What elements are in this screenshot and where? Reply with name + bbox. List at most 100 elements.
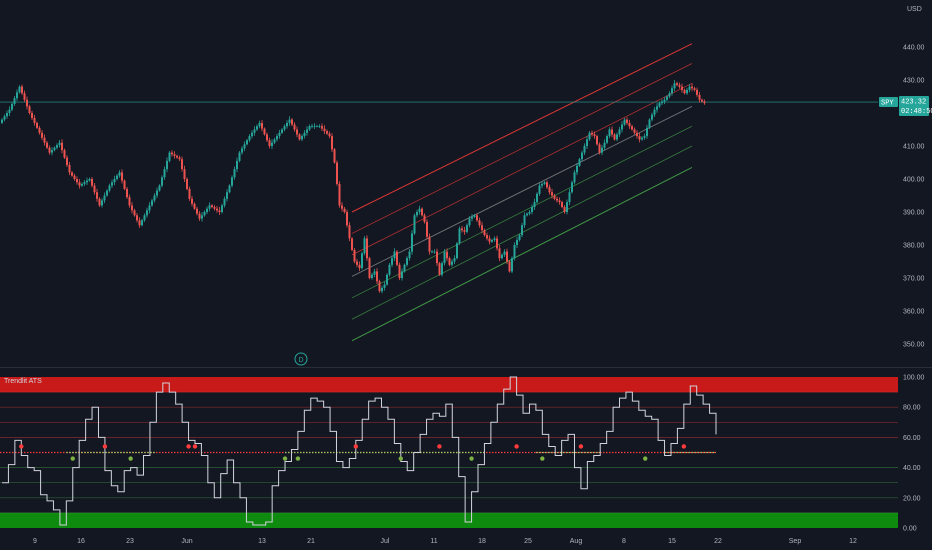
candle-body: [13, 98, 16, 104]
candle-body: [286, 122, 288, 127]
candle-body: [293, 124, 296, 130]
candle-body: [523, 215, 526, 226]
candle-body: [63, 150, 66, 158]
oscillator-tick-label: 100.00: [903, 375, 925, 382]
candle-body: [83, 182, 86, 184]
candle-body: [448, 258, 451, 265]
candle-body: [491, 240, 493, 242]
buy-signal-dot: [540, 456, 545, 461]
candle-body: [231, 177, 233, 186]
candle-body: [51, 150, 53, 153]
price-tick-label: 360.00: [903, 309, 925, 316]
candle-body: [571, 182, 573, 193]
candle-body: [176, 155, 178, 158]
candle-body: [573, 172, 576, 183]
candle-body: [398, 264, 401, 278]
candle-body: [18, 86, 21, 93]
candle-body: [451, 261, 453, 265]
candle-body: [58, 142, 61, 146]
candle-body: [553, 195, 556, 199]
candle-body: [561, 202, 563, 208]
candle-body: [178, 157, 181, 160]
candle-body: [241, 148, 243, 153]
candle-body: [638, 136, 641, 140]
candle-body: [43, 137, 46, 143]
candle-body: [496, 238, 498, 249]
candle-body: [278, 132, 281, 137]
candle-body: [181, 159, 183, 170]
candle-body: [591, 132, 593, 135]
price-tick-label: 430.00: [903, 78, 925, 85]
time-tick-label: 22: [714, 538, 722, 545]
candle-body: [441, 263, 443, 275]
candle-body: [193, 203, 196, 209]
candle-body: [311, 126, 313, 127]
oscillator-line: [2, 376, 717, 526]
time-tick-label: Jul: [381, 538, 390, 545]
candle-body: [161, 177, 163, 186]
candle-body: [46, 142, 48, 148]
candle-body: [261, 122, 263, 129]
candle-body: [348, 225, 351, 239]
candle-body: [371, 274, 373, 278]
candle-body: [323, 128, 326, 132]
candle-body: [641, 137, 643, 140]
time-tick-label: 15: [668, 538, 676, 545]
candle-body: [388, 264, 391, 275]
candle-body: [498, 248, 501, 259]
candle-body: [528, 212, 531, 214]
candle-body: [213, 207, 216, 209]
oscillator-tick-label: 40.00: [903, 465, 921, 472]
time-tick-label: 12: [849, 538, 857, 545]
candle-body: [471, 216, 473, 219]
candle-body: [11, 103, 13, 110]
candle-body: [131, 205, 133, 211]
candle-body: [621, 124, 623, 130]
time-tick-label: 21: [307, 538, 315, 545]
channel-line: [351, 167, 693, 342]
time-tick-label: 23: [126, 538, 134, 545]
candle-body: [198, 213, 201, 219]
candle-body: [601, 147, 603, 153]
candle-body: [443, 251, 446, 264]
channel-line: [351, 63, 693, 234]
candle-body: [353, 249, 356, 262]
price-badge-symbol: SPY: [881, 100, 894, 108]
candle-body: [533, 202, 536, 208]
candle-body: [273, 139, 276, 143]
candle-body: [116, 175, 118, 179]
candle-body: [593, 134, 596, 137]
candle-body: [258, 122, 261, 127]
oscillator-signal-dots: [19, 444, 687, 461]
candle-body: [266, 134, 268, 141]
candle-body: [631, 126, 633, 130]
candle-body: [336, 162, 338, 184]
candle-body: [511, 258, 513, 272]
candle-body: [503, 251, 506, 255]
candle-body: [616, 134, 618, 140]
candle-body: [421, 208, 423, 216]
oscillator-tick-label: 80.00: [903, 405, 921, 412]
candle-body: [158, 185, 161, 191]
candle-body: [8, 109, 11, 113]
time-tick-label: 13: [258, 538, 266, 545]
candle-body: [566, 202, 568, 212]
buy-signal-dot: [282, 456, 288, 461]
candle-body: [138, 220, 141, 226]
candle-body: [558, 200, 561, 203]
dividend-marker[interactable]: D: [294, 352, 308, 366]
dividend-marker-label: D: [298, 357, 303, 364]
candle-body: [433, 251, 436, 253]
price-tick-label: 440.00: [903, 45, 925, 52]
candle-body: [53, 147, 56, 151]
candle-body: [598, 144, 601, 153]
candle-body: [221, 205, 223, 212]
candle-body: [223, 198, 226, 206]
candle-body: [386, 274, 388, 285]
price-tick-label: 370.00: [903, 276, 925, 283]
candle-body: [118, 172, 121, 176]
candle-body: [78, 182, 81, 186]
candle-body: [586, 139, 588, 146]
candle-body: [606, 136, 608, 143]
